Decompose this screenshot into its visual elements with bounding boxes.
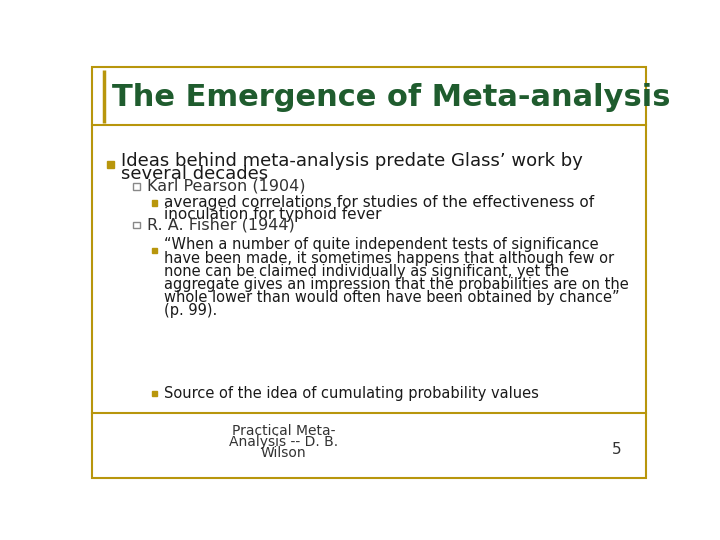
Text: inoculation for typhoid fever: inoculation for typhoid fever	[163, 207, 381, 222]
Text: Ideas behind meta-analysis predate Glass’ work by: Ideas behind meta-analysis predate Glass…	[121, 152, 583, 170]
Text: Analysis -- D. B.: Analysis -- D. B.	[229, 435, 338, 449]
Text: The Emergence of Meta-analysis: The Emergence of Meta-analysis	[112, 83, 670, 112]
Text: Karl Pearson (1904): Karl Pearson (1904)	[147, 179, 305, 194]
FancyBboxPatch shape	[92, 67, 646, 478]
Text: have been made, it sometimes happens that although few or: have been made, it sometimes happens tha…	[163, 251, 613, 266]
Text: 5: 5	[612, 442, 622, 457]
FancyBboxPatch shape	[133, 222, 140, 228]
FancyBboxPatch shape	[133, 184, 140, 190]
Text: whole lower than would often have been obtained by chance”: whole lower than would often have been o…	[163, 290, 619, 305]
Text: Source of the idea of cumulating probability values: Source of the idea of cumulating probabi…	[163, 386, 539, 401]
Text: aggregate gives an impression that the probabilities are on the: aggregate gives an impression that the p…	[163, 276, 629, 292]
Bar	[152, 248, 158, 253]
Text: none can be claimed individually as significant, yet the: none can be claimed individually as sign…	[163, 264, 569, 279]
Text: “When a number of quite independent tests of significance: “When a number of quite independent test…	[163, 238, 598, 253]
Bar	[107, 161, 114, 168]
Bar	[152, 390, 158, 396]
Text: Practical Meta-: Practical Meta-	[232, 424, 336, 438]
Text: Wilson: Wilson	[261, 446, 307, 460]
Text: (p. 99).: (p. 99).	[163, 303, 217, 318]
Bar	[152, 200, 158, 206]
Text: several decades: several decades	[121, 165, 268, 183]
Text: averaged correlations for studies of the effectiveness of: averaged correlations for studies of the…	[163, 195, 594, 210]
Text: R. A. Fisher (1944): R. A. Fisher (1944)	[147, 218, 294, 232]
